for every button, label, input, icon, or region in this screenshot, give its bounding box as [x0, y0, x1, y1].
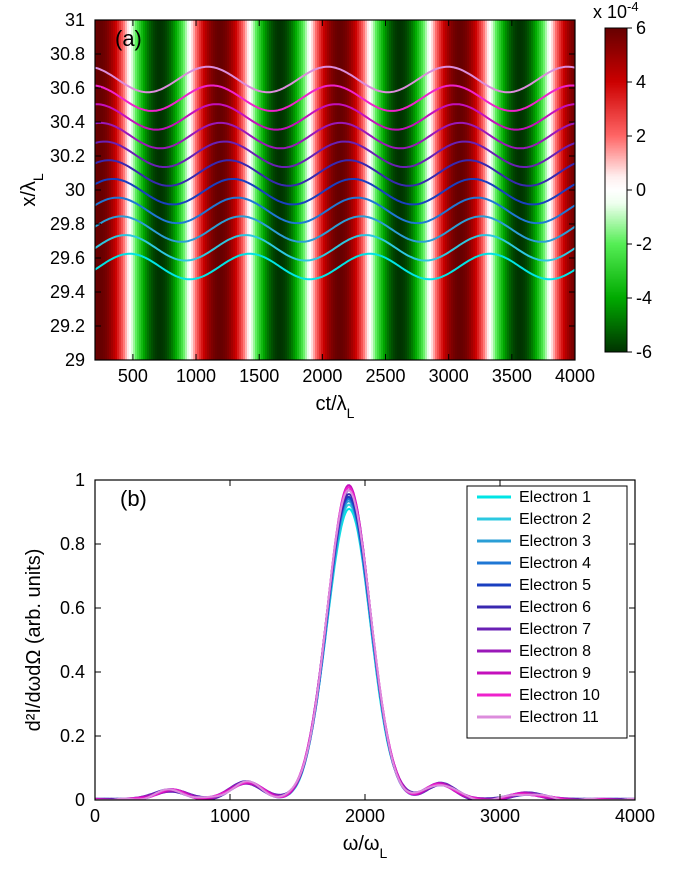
svg-text:30.4: 30.4: [50, 112, 85, 132]
svg-text:0.6: 0.6: [60, 598, 85, 618]
legend-label: Electron 4: [519, 555, 591, 572]
legend-label: Electron 1: [519, 489, 591, 506]
legend-label: Electron 2: [519, 511, 591, 528]
svg-text:0: 0: [75, 790, 85, 810]
svg-text:-4: -4: [636, 288, 652, 308]
colorbar: -6 -4 -2 0 2 4 6x 10-4: [593, 0, 652, 362]
legend-label: Electron 8: [519, 643, 591, 660]
panel-a: 500 1000 1500 2000 2500 3000 3500 4000 29 29.2 29.…: [18, 0, 652, 421]
legend-label: Electron 7: [519, 621, 591, 638]
legend: Electron 1 Electron 2 Electron 3 Electron 4…: [467, 486, 627, 738]
svg-text:2500: 2500: [366, 366, 406, 386]
svg-text:29: 29: [65, 350, 85, 370]
svg-text:31: 31: [65, 10, 85, 30]
svg-text:30.6: 30.6: [50, 78, 85, 98]
svg-text:0.4: 0.4: [60, 662, 85, 682]
svg-text:3000: 3000: [429, 366, 469, 386]
figure-svg: 50010001500200025003000350040002929.229.…: [0, 0, 685, 878]
panel-b: 0 1000 2000 3000 4000 0 0.2 0.4 0.6 0.8 1 ω/ωL d²I/d…: [23, 470, 655, 861]
legend-label: Electron 6: [519, 599, 591, 616]
x-label: ct/λL: [316, 393, 355, 421]
svg-text:30: 30: [65, 180, 85, 200]
heatmap: [95, 20, 576, 360]
svg-text:29.6: 29.6: [50, 248, 85, 268]
svg-text:6: 6: [636, 18, 646, 38]
svg-text:30.2: 30.2: [50, 146, 85, 166]
svg-text:0: 0: [90, 806, 100, 826]
svg-text:29.8: 29.8: [50, 214, 85, 234]
svg-text:4000: 4000: [555, 366, 595, 386]
svg-text:30.8: 30.8: [50, 44, 85, 64]
svg-text:1500: 1500: [239, 366, 279, 386]
svg-text:0: 0: [636, 180, 646, 200]
svg-text:1000: 1000: [210, 806, 250, 826]
svg-text:3000: 3000: [480, 806, 520, 826]
svg-text:1: 1: [75, 470, 85, 490]
svg-text:2000: 2000: [302, 366, 342, 386]
svg-text:4000: 4000: [615, 806, 655, 826]
svg-text:2000: 2000: [345, 806, 385, 826]
y-label: d²I/dωdΩ (arb. units): [23, 549, 45, 732]
svg-text:3500: 3500: [492, 366, 532, 386]
legend-label: Electron 9: [519, 665, 591, 682]
svg-text:1000: 1000: [176, 366, 216, 386]
svg-text:-6: -6: [636, 342, 652, 362]
svg-text:0.8: 0.8: [60, 534, 85, 554]
svg-text:500: 500: [118, 366, 148, 386]
legend-label: Electron 11: [519, 709, 599, 726]
figure-page: 50010001500200025003000350040002929.229.…: [0, 0, 685, 878]
legend-label: Electron 10: [519, 687, 600, 704]
legend-label: Electron 5: [519, 577, 591, 594]
svg-text:29.4: 29.4: [50, 282, 85, 302]
svg-text:-2: -2: [636, 234, 652, 254]
y-label: x/λL: [18, 173, 46, 207]
svg-text:2: 2: [636, 126, 646, 146]
svg-text:29.2: 29.2: [50, 316, 85, 336]
x-label: ω/ωL: [343, 833, 388, 861]
svg-text:4: 4: [636, 72, 646, 92]
panel-label: (b): [120, 486, 147, 511]
legend-label: Electron 3: [519, 533, 591, 550]
panel-label: (a): [115, 26, 142, 51]
svg-text:0.2: 0.2: [60, 726, 85, 746]
colorbar-title: x 10-4: [593, 0, 639, 22]
